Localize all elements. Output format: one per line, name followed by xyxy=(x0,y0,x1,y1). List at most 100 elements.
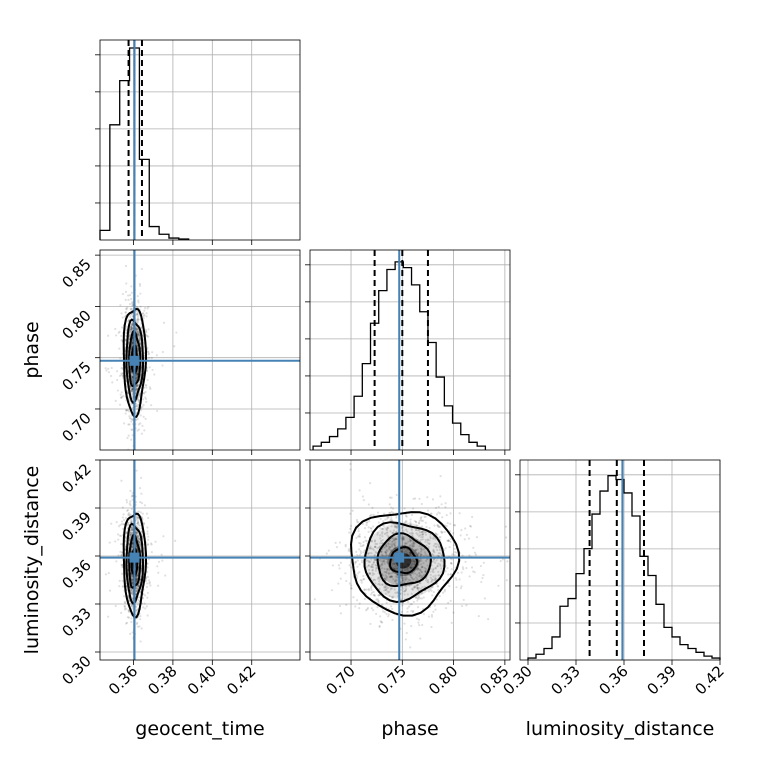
sample-point xyxy=(412,609,415,613)
sample-point xyxy=(436,524,439,527)
sample-point xyxy=(135,374,138,377)
sample-point xyxy=(390,510,393,513)
sample-point xyxy=(135,373,138,376)
sample-point xyxy=(434,574,437,577)
hist-panel-geocent_time xyxy=(95,39,301,245)
sample-point xyxy=(419,582,422,585)
sample-point xyxy=(131,390,135,393)
sample-point xyxy=(135,384,138,388)
sample-point xyxy=(150,404,153,407)
sample-point xyxy=(144,328,147,331)
sample-point xyxy=(350,584,353,587)
sample-point xyxy=(131,528,134,531)
sample-point xyxy=(331,564,335,567)
sample-point xyxy=(420,566,423,569)
sample-point xyxy=(434,506,438,509)
sample-point xyxy=(138,334,141,338)
sample-point xyxy=(371,525,375,528)
sample-point xyxy=(383,558,386,561)
sample-point xyxy=(423,515,426,518)
sample-point xyxy=(417,563,420,566)
sample-point xyxy=(412,497,415,500)
sample-point xyxy=(419,587,423,590)
sample-point xyxy=(138,336,141,339)
sample-point xyxy=(135,608,138,611)
sample-point xyxy=(505,536,508,539)
sample-point xyxy=(137,318,140,321)
sample-point xyxy=(384,550,387,554)
y-tick-label: 0.70 xyxy=(58,409,94,445)
sample-point xyxy=(383,577,386,581)
sample-point xyxy=(135,589,138,593)
sample-point xyxy=(352,596,355,599)
sample-point xyxy=(119,523,122,526)
sample-point xyxy=(130,388,133,391)
sample-point xyxy=(345,603,348,606)
sample-point xyxy=(128,293,132,297)
sample-point xyxy=(409,518,412,521)
sample-point xyxy=(406,593,409,596)
sample-point xyxy=(130,520,133,523)
sample-point xyxy=(442,579,445,582)
sample-point xyxy=(136,311,139,314)
sample-point xyxy=(121,371,124,375)
sample-point xyxy=(146,378,149,382)
sample-point xyxy=(386,569,389,572)
sample-point xyxy=(145,312,148,315)
sample-point xyxy=(373,594,377,597)
sample-point xyxy=(370,607,374,610)
sample-point xyxy=(404,573,407,576)
sample-point xyxy=(129,489,132,492)
sample-point xyxy=(338,567,341,570)
sample-point xyxy=(121,516,125,519)
sample-point xyxy=(124,311,127,314)
sample-point xyxy=(389,549,392,552)
sample-point xyxy=(416,588,419,591)
sample-point xyxy=(395,538,398,541)
sample-point xyxy=(135,388,138,391)
sample-point xyxy=(393,539,396,542)
sample-point xyxy=(146,596,149,599)
sample-point xyxy=(110,366,113,370)
sample-point xyxy=(140,326,143,330)
sample-point xyxy=(253,563,255,565)
sample-point xyxy=(376,598,379,601)
sample-point xyxy=(389,530,392,533)
sample-point xyxy=(382,524,385,528)
sample-point xyxy=(138,486,142,490)
sample-point xyxy=(146,614,149,617)
sample-point xyxy=(430,625,433,629)
sample-point xyxy=(174,539,177,542)
sample-point xyxy=(409,566,412,569)
sample-point xyxy=(369,587,373,590)
sample-point xyxy=(120,611,123,615)
sample-point xyxy=(416,583,419,587)
sample-point xyxy=(137,398,140,401)
sample-point xyxy=(131,304,134,307)
sample-point xyxy=(365,539,368,543)
sample-point xyxy=(432,568,435,572)
sample-point xyxy=(444,506,447,509)
sample-point xyxy=(395,579,399,582)
sample-point xyxy=(136,346,139,349)
sample-point xyxy=(130,589,133,593)
sample-point xyxy=(383,570,386,574)
sample-point xyxy=(371,547,374,550)
sample-point xyxy=(131,377,134,380)
sample-point xyxy=(393,542,396,545)
sample-point xyxy=(130,604,133,607)
sample-point xyxy=(427,590,431,593)
sample-point xyxy=(426,509,430,512)
sample-point xyxy=(443,530,446,534)
sample-point xyxy=(418,560,421,563)
sample-point xyxy=(124,516,128,520)
sample-point xyxy=(417,552,420,555)
sample-point xyxy=(432,575,435,578)
sample-point xyxy=(435,532,438,536)
sample-point xyxy=(146,570,149,574)
sample-point xyxy=(431,537,435,540)
panel-content xyxy=(100,250,300,450)
sample-point xyxy=(128,303,132,306)
sample-point xyxy=(373,539,377,542)
sample-point xyxy=(487,618,490,621)
